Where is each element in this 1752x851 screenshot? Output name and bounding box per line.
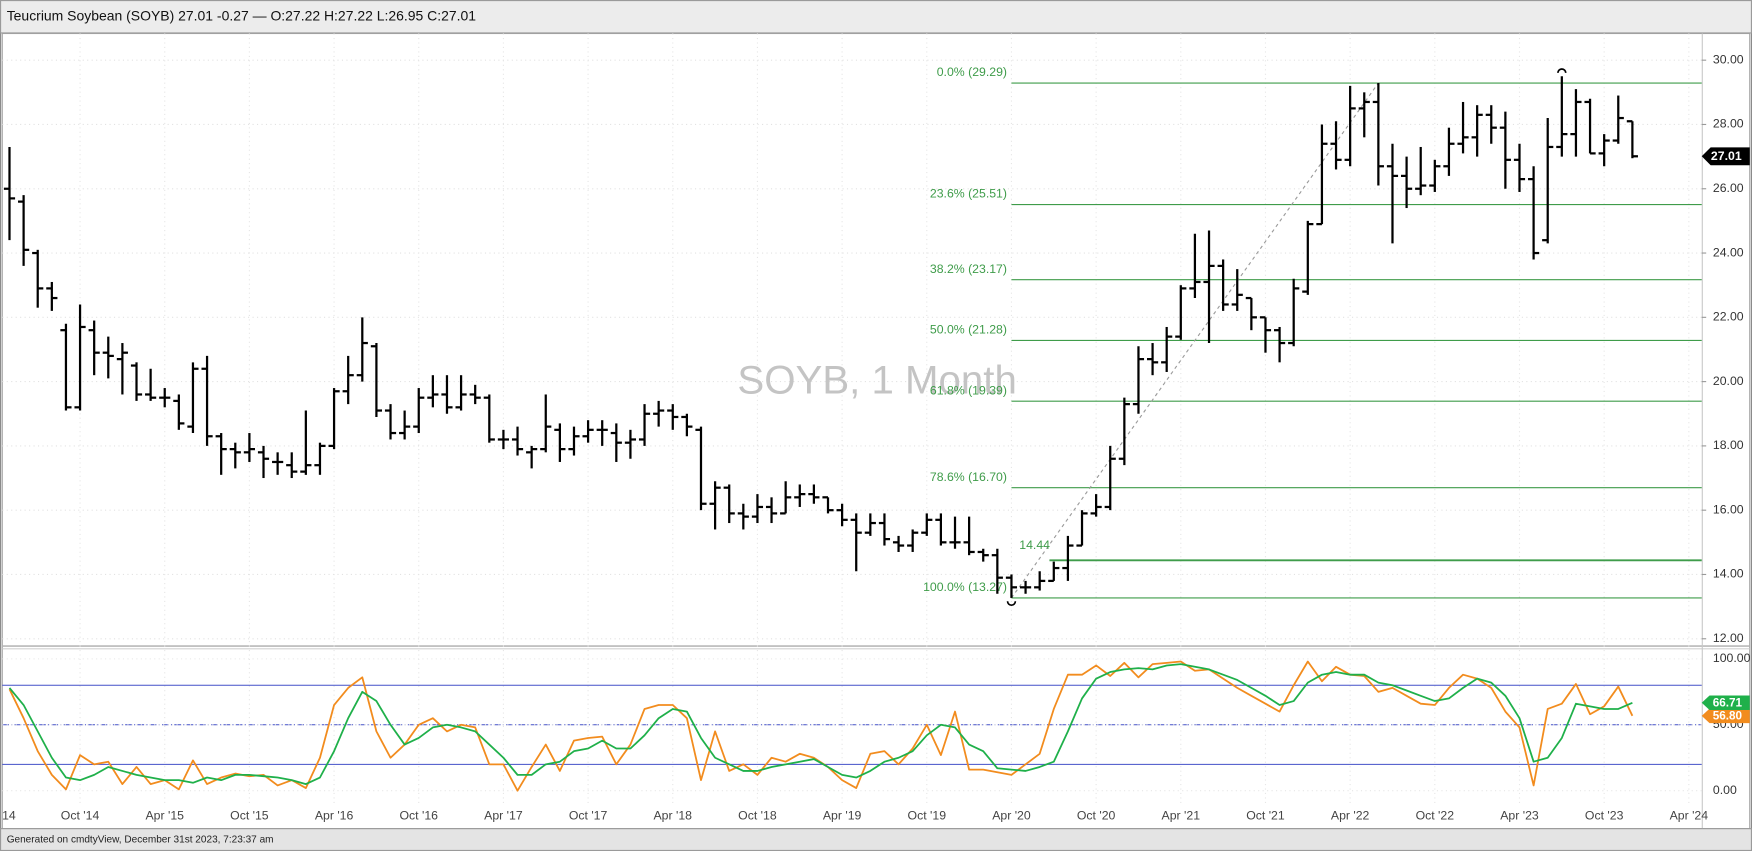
y-tick-label: 26.00 <box>1713 181 1744 195</box>
x-tick-label: Apr '19 <box>823 809 862 823</box>
x-tick-label: Oct '14 <box>61 809 100 823</box>
y-tick-label: 18.00 <box>1713 438 1744 452</box>
x-tick-label: Oct '23 <box>1585 809 1624 823</box>
fib-label: 78.6% (16.70) <box>930 470 1007 484</box>
watermark: SOYB, 1 Month <box>737 358 1016 403</box>
y-tick-label: 16.00 <box>1713 502 1744 516</box>
y-tick-label: 28.00 <box>1713 117 1744 131</box>
y-tick-label: 0.00 <box>1713 783 1737 797</box>
x-tick-label: Apr '17 <box>484 809 523 823</box>
low-marker <box>1006 601 1017 607</box>
x-tick-label: Apr '24 <box>1670 809 1709 823</box>
fib-label: 38.2% (23.17) <box>930 262 1007 276</box>
x-tick-label: Oct '15 <box>230 809 269 823</box>
header-text: Teucrium Soybean (SOYB) 27.01 -0.27 — O:… <box>7 7 477 23</box>
x-tick-label: Oct '21 <box>1246 809 1285 823</box>
footer-bar <box>0 828 1752 851</box>
y-tick-label: 22.00 <box>1713 310 1744 324</box>
x-tick-label: Apr '16 <box>315 809 354 823</box>
y-tick-label: 20.00 <box>1713 374 1744 388</box>
fib-label: 50.0% (21.28) <box>930 323 1007 337</box>
value-badge-label: 66.71 <box>1713 696 1743 709</box>
level-label: 14.44 <box>1019 538 1050 552</box>
x-tick-label: Apr '23 <box>1500 809 1539 823</box>
x-tick-label: Apr '15 <box>145 809 184 823</box>
x-tick-label: Oct '18 <box>738 809 777 823</box>
x-tick-label: 14 <box>2 809 16 823</box>
high-marker <box>1557 68 1567 74</box>
stoch-line <box>8 663 1633 785</box>
fib-trend <box>1011 82 1379 599</box>
fib-label: 100.0% (13.27) <box>923 580 1007 594</box>
x-tick-label: Apr '21 <box>1162 809 1201 823</box>
y-tick-label: 12.00 <box>1713 631 1744 645</box>
x-tick-label: Oct '19 <box>908 809 947 823</box>
y-tick-label: 14.00 <box>1713 567 1744 581</box>
value-badge <box>1701 695 1750 711</box>
x-tick-label: Oct '17 <box>569 809 608 823</box>
price-badge <box>1701 147 1750 166</box>
x-tick-label: Apr '22 <box>1331 809 1370 823</box>
x-tick-label: Oct '22 <box>1416 809 1455 823</box>
footer-text: Generated on cmdtyView, December 31st 20… <box>7 834 274 845</box>
x-tick-label: Oct '20 <box>1077 809 1116 823</box>
value-badge <box>1701 708 1750 724</box>
fib-label: 61.8% (19.39) <box>930 383 1007 397</box>
price-badge-label: 27.01 <box>1711 149 1742 163</box>
y-tick-label: 100.00 <box>1713 651 1751 665</box>
x-tick-label: Oct '16 <box>400 809 439 823</box>
fib-label: 0.0% (29.29) <box>937 65 1007 79</box>
x-tick-label: Apr '20 <box>992 809 1031 823</box>
x-tick-label: Apr '18 <box>654 809 693 823</box>
value-badge-label: 56.80 <box>1713 709 1743 722</box>
y-tick-label: 30.00 <box>1713 52 1744 66</box>
y-tick-label: 24.00 <box>1713 245 1744 259</box>
fib-label: 23.6% (25.51) <box>930 187 1007 201</box>
header-bar <box>0 0 1752 34</box>
